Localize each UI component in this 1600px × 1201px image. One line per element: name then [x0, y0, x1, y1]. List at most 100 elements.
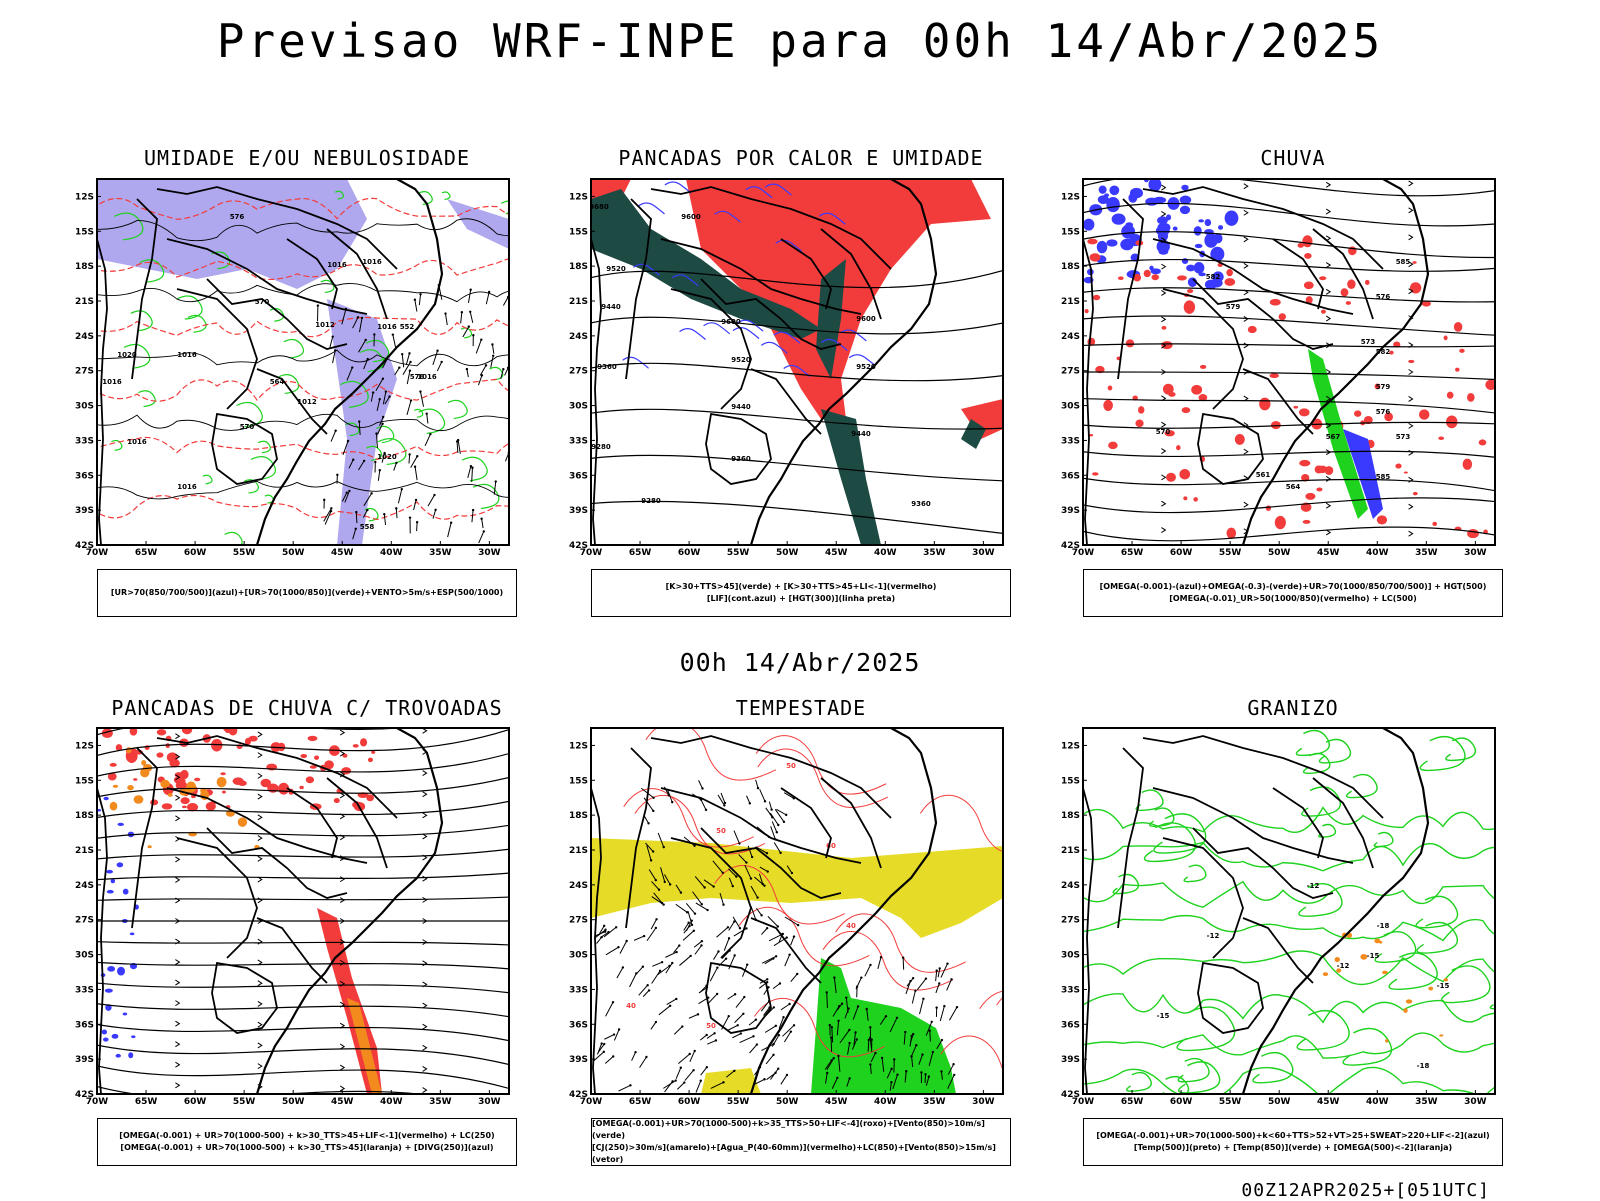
rain-area	[1162, 326, 1167, 330]
wind-vector-head	[692, 1069, 694, 1071]
wind-vector-head	[724, 802, 726, 804]
wind-vector-head	[910, 1035, 912, 1037]
wind-vector-head	[603, 1043, 605, 1045]
wind-vector-head	[669, 1005, 671, 1007]
panel-title: PANCADAS DE CHUVA C/ TROVOADAS	[97, 696, 517, 720]
wind-vector-head	[793, 935, 795, 937]
lat-tick-label: 39S	[75, 1055, 94, 1065]
lat-tick-label: 36S	[569, 1020, 588, 1030]
wind-vector-head	[766, 978, 768, 980]
rain-area	[1179, 469, 1190, 480]
wind-vector-head	[743, 996, 745, 998]
lon-tick-label: 40W	[874, 548, 897, 558]
lat-tick-label: 18S	[75, 262, 94, 272]
wind-vector-head	[735, 875, 737, 877]
wind-vector-head	[912, 977, 914, 979]
contour-label: 9600	[681, 213, 701, 221]
wind-vector-head	[366, 509, 368, 511]
wind-vector-head	[480, 339, 482, 341]
wind-vector-head	[408, 453, 410, 455]
wind-vector-head	[953, 1074, 955, 1076]
wind-vector-head	[351, 366, 353, 368]
lat-tick-label: 24S	[75, 332, 94, 342]
omega-area	[1204, 233, 1217, 248]
wind-vector-head	[348, 490, 350, 492]
wind-vector-head	[440, 361, 442, 363]
rain-area	[1235, 434, 1245, 445]
wind-vector-head	[950, 978, 952, 980]
rain-area	[1341, 288, 1349, 296]
contour-label: -12	[1207, 932, 1220, 940]
wind-vector-head	[675, 998, 677, 1000]
wind-vector-head	[871, 1038, 873, 1040]
wind-vector-head	[363, 460, 365, 462]
rain-area	[1459, 349, 1464, 353]
lat-tick-label: 33S	[569, 985, 588, 995]
wind-vector	[409, 454, 410, 463]
wind-vector-head	[766, 870, 768, 872]
wind-vector-head	[687, 922, 689, 924]
lat-tick-label: 18S	[569, 262, 588, 272]
panel-legend: [K>30+TTS>45](verde) + [K>30+TTS>45+LI<-…	[591, 569, 1011, 617]
lat-tick-label: 12S	[1061, 741, 1080, 751]
wind-vector-head	[751, 856, 753, 858]
panel-title: PANCADAS POR CALOR E UMIDADE	[591, 146, 1011, 170]
lon-tick-label: 65W	[135, 1097, 158, 1107]
omega-area	[1106, 239, 1117, 246]
lat-tick-label: 15S	[1061, 227, 1080, 237]
legend-line: [LIF](cont.azul) + [HGT(300)](linha pret…	[707, 593, 895, 605]
rain-area	[1413, 492, 1418, 496]
rain-area	[1226, 269, 1233, 276]
wind-vector-head	[706, 1066, 708, 1068]
wind-vector-head	[734, 993, 736, 995]
rain-area	[1293, 406, 1298, 409]
wind-vector-head	[472, 334, 474, 336]
wind-vector-head	[745, 927, 747, 929]
wind-vector-head	[470, 465, 472, 467]
rain-area	[1455, 368, 1460, 372]
omega-area	[1158, 249, 1168, 255]
contour-label: 585	[1376, 473, 1391, 481]
rain-area	[1177, 275, 1187, 280]
wind-vector-head	[740, 1032, 742, 1034]
contour-label: 50	[786, 762, 796, 770]
wind-vector-head	[634, 1051, 636, 1053]
divergence-area	[106, 870, 113, 874]
wind-vector-head	[468, 325, 470, 327]
thunder-area	[133, 778, 137, 781]
thunder-area	[182, 806, 187, 809]
rain-area	[1395, 464, 1401, 469]
lon-tick-label: 30W	[972, 1097, 995, 1107]
thunder-area-orange	[160, 780, 169, 788]
lat-tick-label: 39S	[569, 1055, 588, 1065]
lon-tick-label: 50W	[776, 548, 799, 558]
contour-label: 576	[1376, 293, 1391, 301]
wind-vector-head	[848, 1029, 850, 1031]
rain-area	[1479, 439, 1487, 445]
wind-vector-head	[775, 1025, 777, 1027]
wind-vector-head	[372, 391, 374, 393]
panel-title: GRANIZO	[1083, 696, 1503, 720]
wind-vector-head	[912, 1033, 914, 1035]
contour-label: 582	[1206, 273, 1221, 281]
rain-area	[1444, 336, 1448, 341]
wind-vector-head	[943, 1005, 945, 1007]
wind-vector-head	[600, 1042, 602, 1044]
contour-label: 570	[1156, 428, 1171, 436]
wind-vector-head	[869, 1063, 871, 1065]
wind-vector-head	[701, 787, 703, 789]
wind-vector-head	[361, 317, 363, 319]
wind-vector-head	[712, 885, 714, 887]
lat-tick-label: 27S	[75, 916, 94, 926]
wind-vector-head	[763, 884, 765, 886]
wind-vector-head	[491, 343, 493, 345]
wind-vector-head	[938, 982, 940, 984]
wind-vector-head	[615, 926, 617, 928]
legend-line: [OMEGA(-0.001)+UR>70(1000-500)+k<60+TTS>…	[1096, 1130, 1489, 1142]
thunder-area-orange	[134, 795, 144, 804]
wind-vector-head	[655, 927, 657, 929]
lon-tick-label: 60W	[1170, 548, 1193, 558]
wind-vector-head	[419, 293, 421, 295]
lon-tick-label: 35W	[923, 1097, 946, 1107]
omega-area	[1182, 258, 1188, 264]
